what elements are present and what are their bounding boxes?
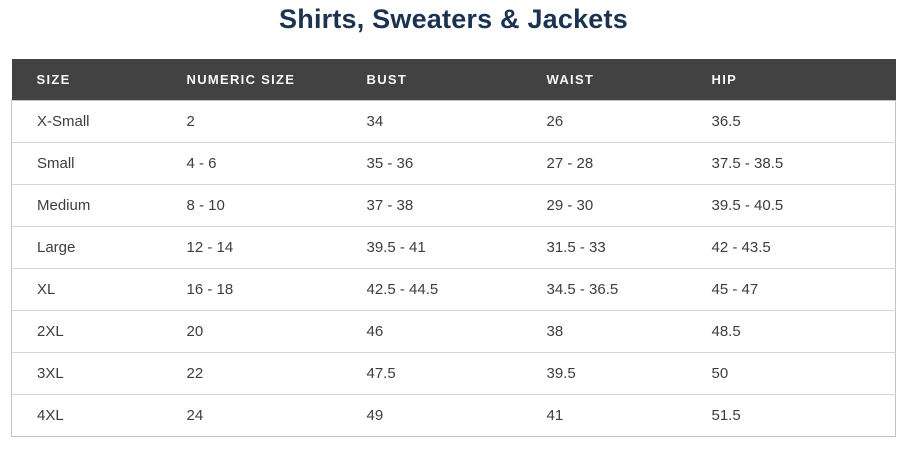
cell-numeric-size: 12 - 14 [161, 225, 342, 269]
cell-bust: 34 [341, 100, 522, 143]
cell-waist: 34.5 - 36.5 [521, 267, 687, 311]
cell-size: 2XL [11, 309, 162, 353]
cell-bust: 47.5 [341, 351, 522, 395]
cell-numeric-size: 4 - 6 [161, 141, 342, 185]
cell-numeric-size: 24 [161, 393, 342, 437]
cell-waist: 41 [521, 393, 687, 437]
column-header-size: SIZE [11, 58, 162, 101]
column-header-numeric-size: NUMERIC SIZE [161, 58, 342, 101]
cell-numeric-size: 2 [161, 100, 342, 143]
cell-waist: 39.5 [521, 351, 687, 395]
cell-waist: 29 - 30 [521, 183, 687, 227]
cell-numeric-size: 22 [161, 351, 342, 395]
cell-bust: 35 - 36 [341, 141, 522, 185]
table-row: Small 4 - 6 35 - 36 27 - 28 37.5 - 38.5 [11, 141, 896, 185]
cell-bust: 46 [341, 309, 522, 353]
cell-size: 3XL [11, 351, 162, 395]
cell-hip: 45 - 47 [686, 267, 896, 311]
table-row: Medium 8 - 10 37 - 38 29 - 30 39.5 - 40.… [11, 183, 896, 227]
cell-numeric-size: 20 [161, 309, 342, 353]
cell-size: Medium [11, 183, 162, 227]
table-header: SIZE NUMERIC SIZE BUST WAIST HIP [11, 58, 896, 101]
cell-hip: 36.5 [686, 100, 896, 143]
column-header-waist: WAIST [521, 58, 687, 101]
cell-numeric-size: 16 - 18 [161, 267, 342, 311]
page-title: Shirts, Sweaters & Jackets [279, 4, 628, 34]
cell-size: Small [11, 141, 162, 185]
cell-bust: 37 - 38 [341, 183, 522, 227]
table-row: 3XL 22 47.5 39.5 50 [11, 351, 896, 395]
cell-hip: 37.5 - 38.5 [686, 141, 896, 185]
table-header-row: SIZE NUMERIC SIZE BUST WAIST HIP [11, 58, 896, 101]
cell-hip: 51.5 [686, 393, 896, 437]
table-body: X-Small 2 34 26 36.5 Small 4 - 6 35 - 36… [11, 100, 896, 437]
cell-bust: 39.5 - 41 [341, 225, 522, 269]
cell-bust: 49 [341, 393, 522, 437]
table-row: Large 12 - 14 39.5 - 41 31.5 - 33 42 - 4… [11, 225, 896, 269]
cell-hip: 50 [686, 351, 896, 395]
size-chart-table: SIZE NUMERIC SIZE BUST WAIST HIP X-Small… [11, 58, 896, 437]
table-row: 2XL 20 46 38 48.5 [11, 309, 896, 353]
cell-size: 4XL [11, 393, 162, 437]
cell-hip: 39.5 - 40.5 [686, 183, 896, 227]
cell-bust: 42.5 - 44.5 [341, 267, 522, 311]
table-row: XL 16 - 18 42.5 - 44.5 34.5 - 36.5 45 - … [11, 267, 896, 311]
cell-size: Large [11, 225, 162, 269]
cell-hip: 48.5 [686, 309, 896, 353]
cell-waist: 26 [521, 100, 687, 143]
table-row: 4XL 24 49 41 51.5 [11, 393, 896, 437]
cell-size: XL [11, 267, 162, 311]
cell-hip: 42 - 43.5 [686, 225, 896, 269]
cell-numeric-size: 8 - 10 [161, 183, 342, 227]
cell-waist: 27 - 28 [521, 141, 687, 185]
cell-size: X-Small [11, 100, 162, 143]
column-header-hip: HIP [686, 58, 896, 101]
cell-waist: 31.5 - 33 [521, 225, 687, 269]
table-row: X-Small 2 34 26 36.5 [11, 100, 896, 143]
column-header-bust: BUST [341, 58, 522, 101]
size-chart-container: SIZE NUMERIC SIZE BUST WAIST HIP X-Small… [11, 58, 896, 437]
cell-waist: 38 [521, 309, 687, 353]
